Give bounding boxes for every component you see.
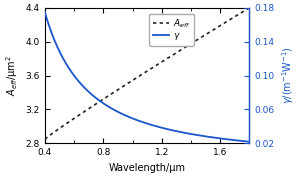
Y-axis label: $A_{eff}$/μm$^2$: $A_{eff}$/μm$^2$	[4, 55, 20, 96]
Y-axis label: $\gamma$/(m$^{-1}$W$^{-1}$): $\gamma$/(m$^{-1}$W$^{-1}$)	[280, 47, 296, 104]
X-axis label: Wavelength/μm: Wavelength/μm	[109, 163, 186, 173]
Legend: $A_{eff}$, $\gamma$: $A_{eff}$, $\gamma$	[149, 13, 194, 46]
